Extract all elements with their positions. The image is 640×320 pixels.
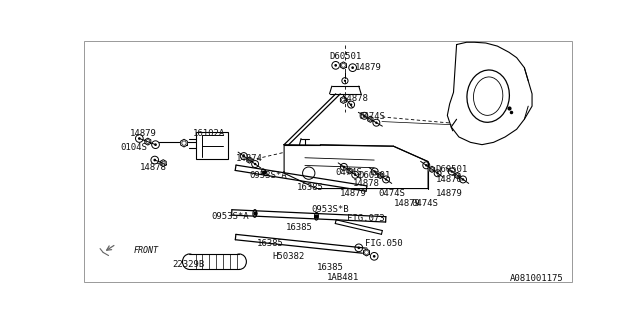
- Circle shape: [254, 163, 257, 165]
- Text: FIG.050: FIG.050: [365, 239, 403, 248]
- Text: 14878: 14878: [436, 175, 463, 184]
- Text: 14878: 14878: [140, 163, 167, 172]
- Text: 14878: 14878: [342, 94, 369, 103]
- Text: 14879: 14879: [130, 129, 157, 138]
- Circle shape: [354, 174, 356, 176]
- Text: D60501: D60501: [359, 171, 391, 180]
- Polygon shape: [378, 172, 383, 179]
- Text: FIG.073: FIG.073: [348, 214, 385, 223]
- Text: H50382: H50382: [273, 252, 305, 261]
- Polygon shape: [247, 157, 252, 163]
- Polygon shape: [368, 116, 373, 122]
- Circle shape: [436, 172, 439, 174]
- Text: 0953S*A: 0953S*A: [250, 171, 287, 180]
- Text: 14878: 14878: [353, 179, 380, 188]
- Circle shape: [344, 80, 346, 82]
- Text: 0104S: 0104S: [120, 143, 147, 152]
- Circle shape: [374, 170, 376, 173]
- Text: 14874: 14874: [236, 154, 262, 163]
- Circle shape: [462, 178, 464, 181]
- Circle shape: [334, 64, 337, 67]
- Circle shape: [351, 66, 354, 69]
- Text: D60501: D60501: [436, 165, 468, 174]
- Text: 16385: 16385: [257, 239, 284, 248]
- Polygon shape: [429, 166, 435, 172]
- Bar: [189, 254, 239, 269]
- Polygon shape: [347, 168, 352, 174]
- Polygon shape: [364, 249, 369, 256]
- Circle shape: [154, 143, 157, 146]
- Polygon shape: [340, 97, 346, 103]
- Text: 14879: 14879: [340, 189, 367, 198]
- Polygon shape: [180, 139, 188, 147]
- Text: 16385: 16385: [316, 263, 343, 272]
- Text: 14879: 14879: [355, 63, 382, 72]
- Text: 22329B: 22329B: [172, 260, 205, 269]
- Text: 0474S: 0474S: [378, 188, 405, 197]
- Text: 0953S*B: 0953S*B: [311, 205, 349, 214]
- Text: D60501: D60501: [330, 52, 362, 61]
- Polygon shape: [160, 160, 166, 167]
- Text: 0474S: 0474S: [359, 112, 386, 121]
- Text: 0474S: 0474S: [336, 168, 363, 177]
- Polygon shape: [284, 145, 428, 188]
- Bar: [196, 132, 228, 159]
- Circle shape: [375, 122, 378, 124]
- Circle shape: [154, 159, 156, 161]
- Text: 14879: 14879: [436, 189, 463, 198]
- Text: 16385: 16385: [285, 223, 312, 232]
- Circle shape: [373, 255, 376, 258]
- Circle shape: [425, 164, 428, 166]
- Circle shape: [358, 246, 360, 249]
- Circle shape: [243, 155, 245, 157]
- Ellipse shape: [232, 254, 246, 269]
- Text: 14879: 14879: [394, 198, 420, 208]
- Circle shape: [451, 170, 453, 173]
- Circle shape: [363, 115, 365, 117]
- Circle shape: [350, 103, 352, 106]
- Circle shape: [385, 178, 387, 181]
- Text: 16385: 16385: [296, 183, 323, 192]
- Polygon shape: [145, 138, 151, 145]
- Text: 16102A: 16102A: [193, 129, 225, 138]
- Text: 0474S: 0474S: [411, 198, 438, 208]
- Polygon shape: [454, 172, 460, 179]
- Circle shape: [138, 137, 141, 140]
- Ellipse shape: [182, 254, 196, 269]
- Text: 1AB481: 1AB481: [326, 273, 358, 282]
- Text: FRONT: FRONT: [134, 246, 159, 255]
- Polygon shape: [340, 62, 346, 69]
- Text: 0953S*A: 0953S*A: [211, 212, 248, 221]
- Text: A081001175: A081001175: [509, 274, 563, 283]
- Circle shape: [342, 166, 345, 168]
